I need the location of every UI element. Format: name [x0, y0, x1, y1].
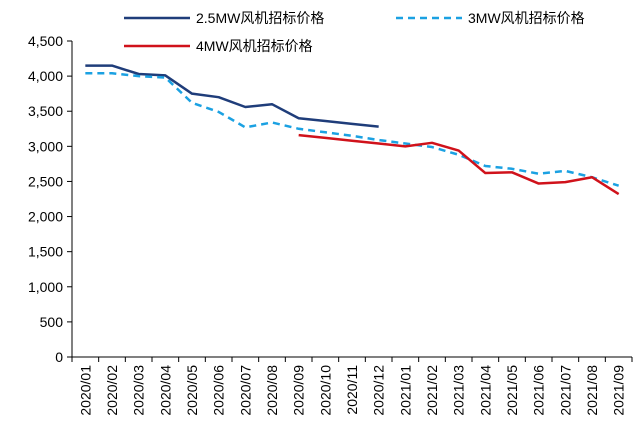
legend-label-4mw: 4MW风机招标价格 [196, 38, 313, 54]
axes: 0 500 1,000 1,500 2,000 2,500 3,000 3,500 4,000 4… [28, 33, 633, 416]
y-tick-label: 3,500 [28, 103, 63, 119]
y-tick-label: 0 [55, 349, 63, 365]
x-tick-label: 2020/12 [371, 365, 387, 416]
x-tick-label: 2021/04 [477, 365, 493, 416]
x-tick-label: 2021/02 [424, 365, 440, 416]
x-tick-label: 2020/08 [264, 365, 280, 416]
y-tick-label: 4,500 [28, 33, 63, 49]
x-tick-label: 2020/02 [104, 365, 120, 416]
legend-item-2-5mw: 2.5MW风机招标价格 [124, 10, 324, 26]
y-tick-label: 1,000 [28, 279, 63, 295]
x-tick-label: 2021/05 [504, 365, 520, 416]
legend-item-3mw: 3MW风机招标价格 [396, 10, 585, 26]
series-layer [85, 64, 620, 196]
legend-label-2-5mw: 2.5MW风机招标价格 [196, 10, 324, 26]
y-tick-label: 2,000 [28, 209, 63, 225]
x-tick-label: 2020/04 [157, 365, 173, 416]
y-tick-label: 500 [40, 314, 64, 330]
x-tick-label: 2021/09 [611, 365, 627, 416]
y-tick-label: 1,500 [28, 244, 63, 260]
x-tick-label: 2021/03 [451, 365, 467, 416]
x-tick-label: 2021/07 [557, 365, 573, 416]
x-tick-label: 2020/03 [131, 365, 147, 416]
series-line-1 [85, 72, 620, 187]
x-tick-label: 2020/05 [184, 365, 200, 416]
x-tick-label: 2020/11 [344, 365, 360, 415]
legend: 2.5MW风机招标价格 3MW风机招标价格 4MW风机招标价格 [124, 10, 585, 54]
x-tick-label: 2020/09 [291, 365, 307, 416]
legend-label-3mw: 3MW风机招标价格 [468, 10, 585, 26]
series-line-2 [298, 133, 620, 196]
x-tick-label: 2021/01 [397, 365, 413, 416]
x-tick-label: 2020/07 [237, 365, 253, 416]
x-tick-label: 2020/10 [317, 365, 333, 416]
x-tick-label: 2020/06 [211, 365, 227, 416]
y-tick-label: 2,500 [28, 173, 63, 189]
y-tick-label: 3,000 [28, 138, 63, 154]
x-tick-label: 2021/06 [531, 365, 547, 416]
y-tick-label: 4,000 [28, 68, 63, 84]
legend-item-4mw: 4MW风机招标价格 [124, 38, 313, 54]
x-tick-label: 2021/08 [584, 365, 600, 416]
series-line-0 [85, 64, 379, 128]
x-tick-label: 2020/01 [77, 365, 93, 416]
